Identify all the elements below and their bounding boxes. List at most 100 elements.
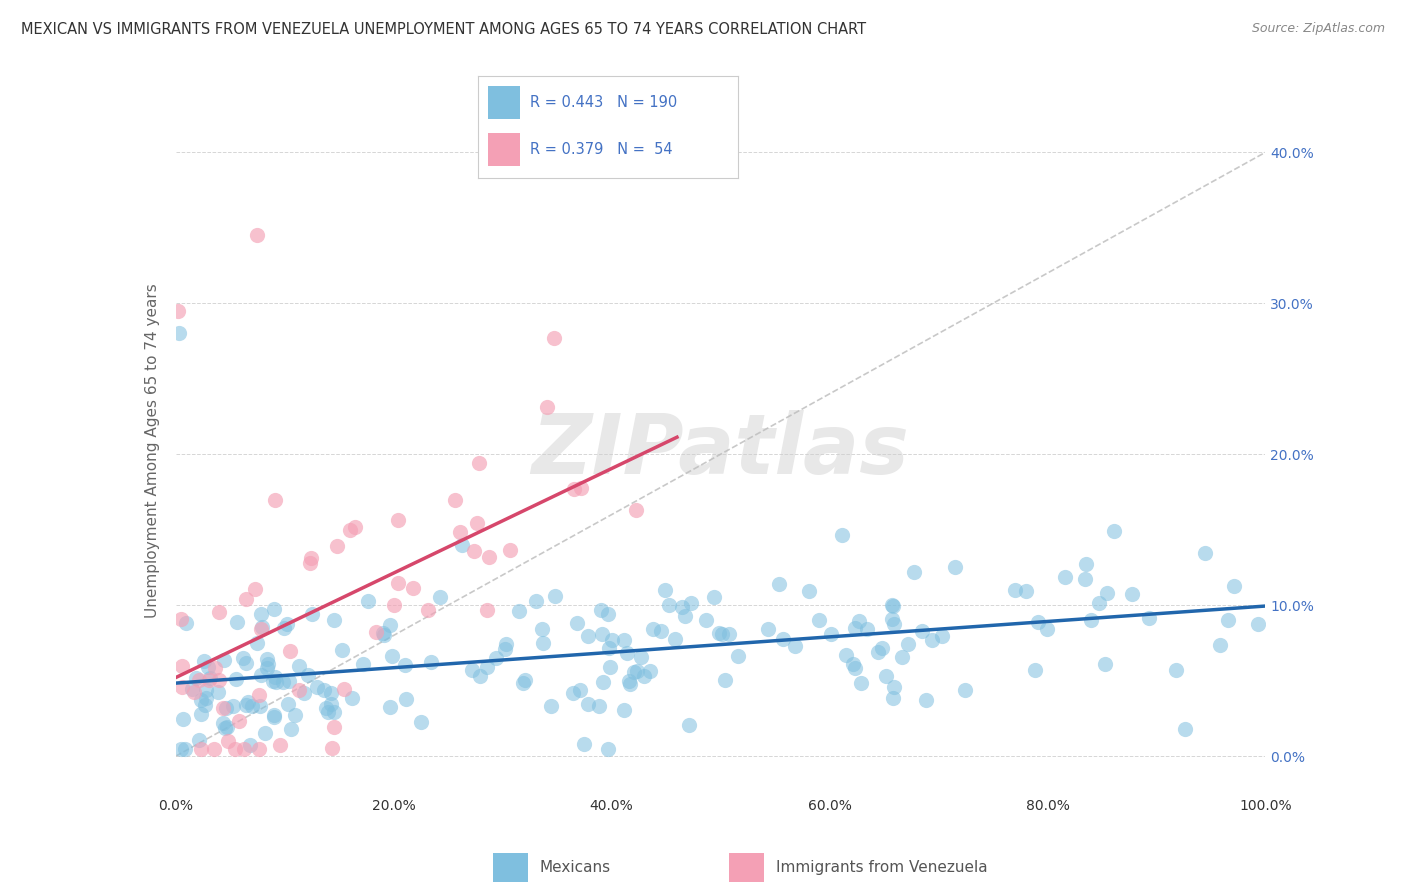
Point [269, 738, 291, 752]
Point [1053, 570, 1076, 584]
Point [395, 691, 418, 706]
Point [710, 627, 733, 641]
Point [1209, 638, 1232, 652]
Point [477, 602, 499, 616]
Point [207, 685, 229, 699]
Point [808, 613, 831, 627]
Point [315, 701, 337, 715]
Point [589, 603, 612, 617]
Point [316, 705, 339, 719]
Point [623, 665, 645, 679]
Point [214, 721, 236, 735]
Point [371, 626, 394, 640]
Point [633, 669, 655, 683]
Point [247, 741, 270, 756]
Point [849, 676, 872, 690]
Point [598, 741, 620, 756]
Point [602, 633, 624, 648]
Point [170, 681, 193, 695]
Point [193, 654, 215, 668]
Y-axis label: Unemployment Among Ages 65 to 74 years: Unemployment Among Ages 65 to 74 years [145, 283, 160, 618]
Point [322, 614, 344, 628]
Point [292, 686, 315, 700]
Point [613, 633, 636, 648]
Point [263, 707, 285, 722]
Point [226, 615, 249, 629]
Point [1036, 622, 1059, 636]
Point [478, 550, 501, 565]
Point [844, 661, 866, 675]
Point [576, 629, 599, 643]
Point [242, 699, 264, 714]
Point [172, 658, 194, 673]
Point [915, 692, 938, 706]
Point [299, 551, 322, 566]
Point [897, 637, 920, 651]
Point [1015, 583, 1038, 598]
Point [485, 650, 508, 665]
Point [418, 603, 440, 617]
Point [709, 626, 731, 640]
Point [176, 615, 198, 630]
Point [387, 513, 409, 527]
Point [1094, 657, 1116, 671]
Point [256, 651, 278, 665]
Point [461, 664, 484, 678]
Point [714, 673, 737, 687]
Point [170, 741, 193, 756]
Point [208, 605, 231, 619]
Point [882, 599, 904, 614]
Point [194, 690, 217, 705]
Point [254, 725, 277, 739]
Point [576, 697, 599, 711]
Point [250, 622, 273, 636]
Point [321, 740, 343, 755]
Point [1174, 722, 1197, 736]
Point [321, 686, 343, 700]
Point [190, 693, 212, 707]
Point [194, 682, 217, 697]
Point [695, 613, 717, 627]
Point [211, 701, 233, 715]
Point [250, 668, 273, 682]
Point [756, 622, 779, 636]
Point [235, 698, 257, 713]
Point [658, 598, 681, 612]
Point [212, 653, 235, 667]
Point [921, 633, 943, 648]
Point [352, 657, 374, 671]
Point [344, 520, 367, 534]
Point [561, 685, 583, 699]
Point [339, 523, 361, 537]
Point [531, 636, 554, 650]
Point [280, 722, 302, 736]
Text: ZIPatlas: ZIPatlas [531, 410, 910, 491]
Point [703, 590, 725, 604]
Point [183, 684, 205, 698]
Point [402, 581, 425, 595]
Point [373, 628, 395, 642]
Point [568, 682, 591, 697]
Point [463, 544, 485, 558]
Point [1080, 613, 1102, 627]
Point [617, 673, 640, 688]
Point [235, 592, 257, 607]
Point [247, 688, 270, 702]
Point [883, 617, 905, 632]
Point [638, 665, 661, 679]
Point [544, 589, 567, 603]
Point [499, 542, 522, 557]
Point [872, 641, 894, 656]
Point [364, 624, 387, 639]
Point [381, 649, 404, 664]
Point [673, 609, 696, 624]
Point [1024, 663, 1046, 677]
Point [911, 624, 934, 638]
Point [235, 656, 257, 670]
Point [768, 577, 790, 591]
Point [262, 674, 284, 689]
Point [190, 741, 212, 756]
Point [591, 627, 613, 641]
Point [475, 660, 498, 674]
Point [953, 683, 976, 698]
